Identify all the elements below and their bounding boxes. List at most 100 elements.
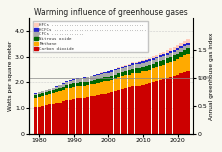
Bar [58,91,61,103]
Bar [45,105,48,134]
Bar [97,74,100,75]
Bar [124,66,127,67]
Bar [65,88,68,100]
Bar [145,60,148,62]
Bar [135,62,138,63]
Bar [65,81,68,82]
Bar [114,69,117,71]
Bar [176,54,179,59]
Bar [110,76,113,80]
Bar [55,92,58,104]
Bar [107,71,110,73]
Bar [72,87,75,99]
Bar [135,63,138,64]
Bar [100,73,103,74]
Bar [179,57,182,73]
Bar [107,93,110,134]
Bar [155,81,158,134]
Bar [89,84,93,96]
Bar [76,79,79,83]
Bar [169,77,172,134]
Bar [48,94,51,104]
Bar [52,88,55,90]
Bar [72,99,75,134]
Bar [179,73,182,134]
Bar [72,79,75,83]
Bar [114,71,117,74]
Bar [34,95,37,98]
Bar [55,104,58,134]
Bar [159,55,162,57]
Bar [138,61,141,62]
Bar [100,78,103,82]
Bar [172,55,176,61]
Bar [124,65,127,66]
Bar [117,67,120,68]
Bar [121,76,124,89]
Bar [135,68,138,73]
Text: (1999): (1999) [197,76,211,80]
Bar [148,59,151,61]
Bar [128,87,131,134]
Bar [183,50,186,55]
Bar [117,78,120,90]
Bar [52,93,55,104]
Bar [172,61,176,76]
Bar [186,71,190,134]
Bar [79,82,82,86]
Bar [55,87,58,89]
Bar [176,48,179,50]
Bar [145,66,148,71]
Bar [166,55,169,58]
Bar [45,92,48,95]
Bar [65,85,68,88]
Bar [148,61,151,65]
Bar [65,82,68,85]
Bar [159,53,162,55]
Bar [176,59,179,75]
Bar [41,93,44,96]
Bar [141,61,145,63]
Bar [121,68,124,72]
Bar [131,65,134,69]
Bar [117,73,120,78]
Bar [79,98,82,134]
Bar [124,71,127,75]
Bar [166,78,169,134]
Bar [62,102,65,134]
Bar [148,83,151,134]
Bar [83,82,86,86]
Bar [131,69,134,73]
Bar [38,107,41,134]
Bar [69,80,72,81]
Bar [148,70,151,83]
Bar [110,92,113,134]
Bar [179,48,182,52]
Bar [148,58,151,59]
Bar [58,103,61,134]
Bar [176,75,179,134]
Bar [186,45,190,48]
Bar [172,50,176,52]
Bar [86,78,89,81]
Bar [97,79,100,83]
Bar [86,85,89,97]
Bar [93,75,96,76]
Bar [179,46,182,48]
Bar [97,75,100,79]
Bar [186,43,190,45]
Bar [176,50,179,54]
Bar [103,77,107,81]
Bar [79,86,82,98]
Bar [172,47,176,50]
Bar [38,92,41,94]
Bar [34,107,37,134]
Bar [41,96,44,106]
Bar [121,72,124,76]
Bar [69,88,72,100]
Bar [52,104,55,134]
Bar [86,77,89,78]
Bar [152,58,155,60]
Bar [176,45,179,48]
Bar [138,68,141,73]
